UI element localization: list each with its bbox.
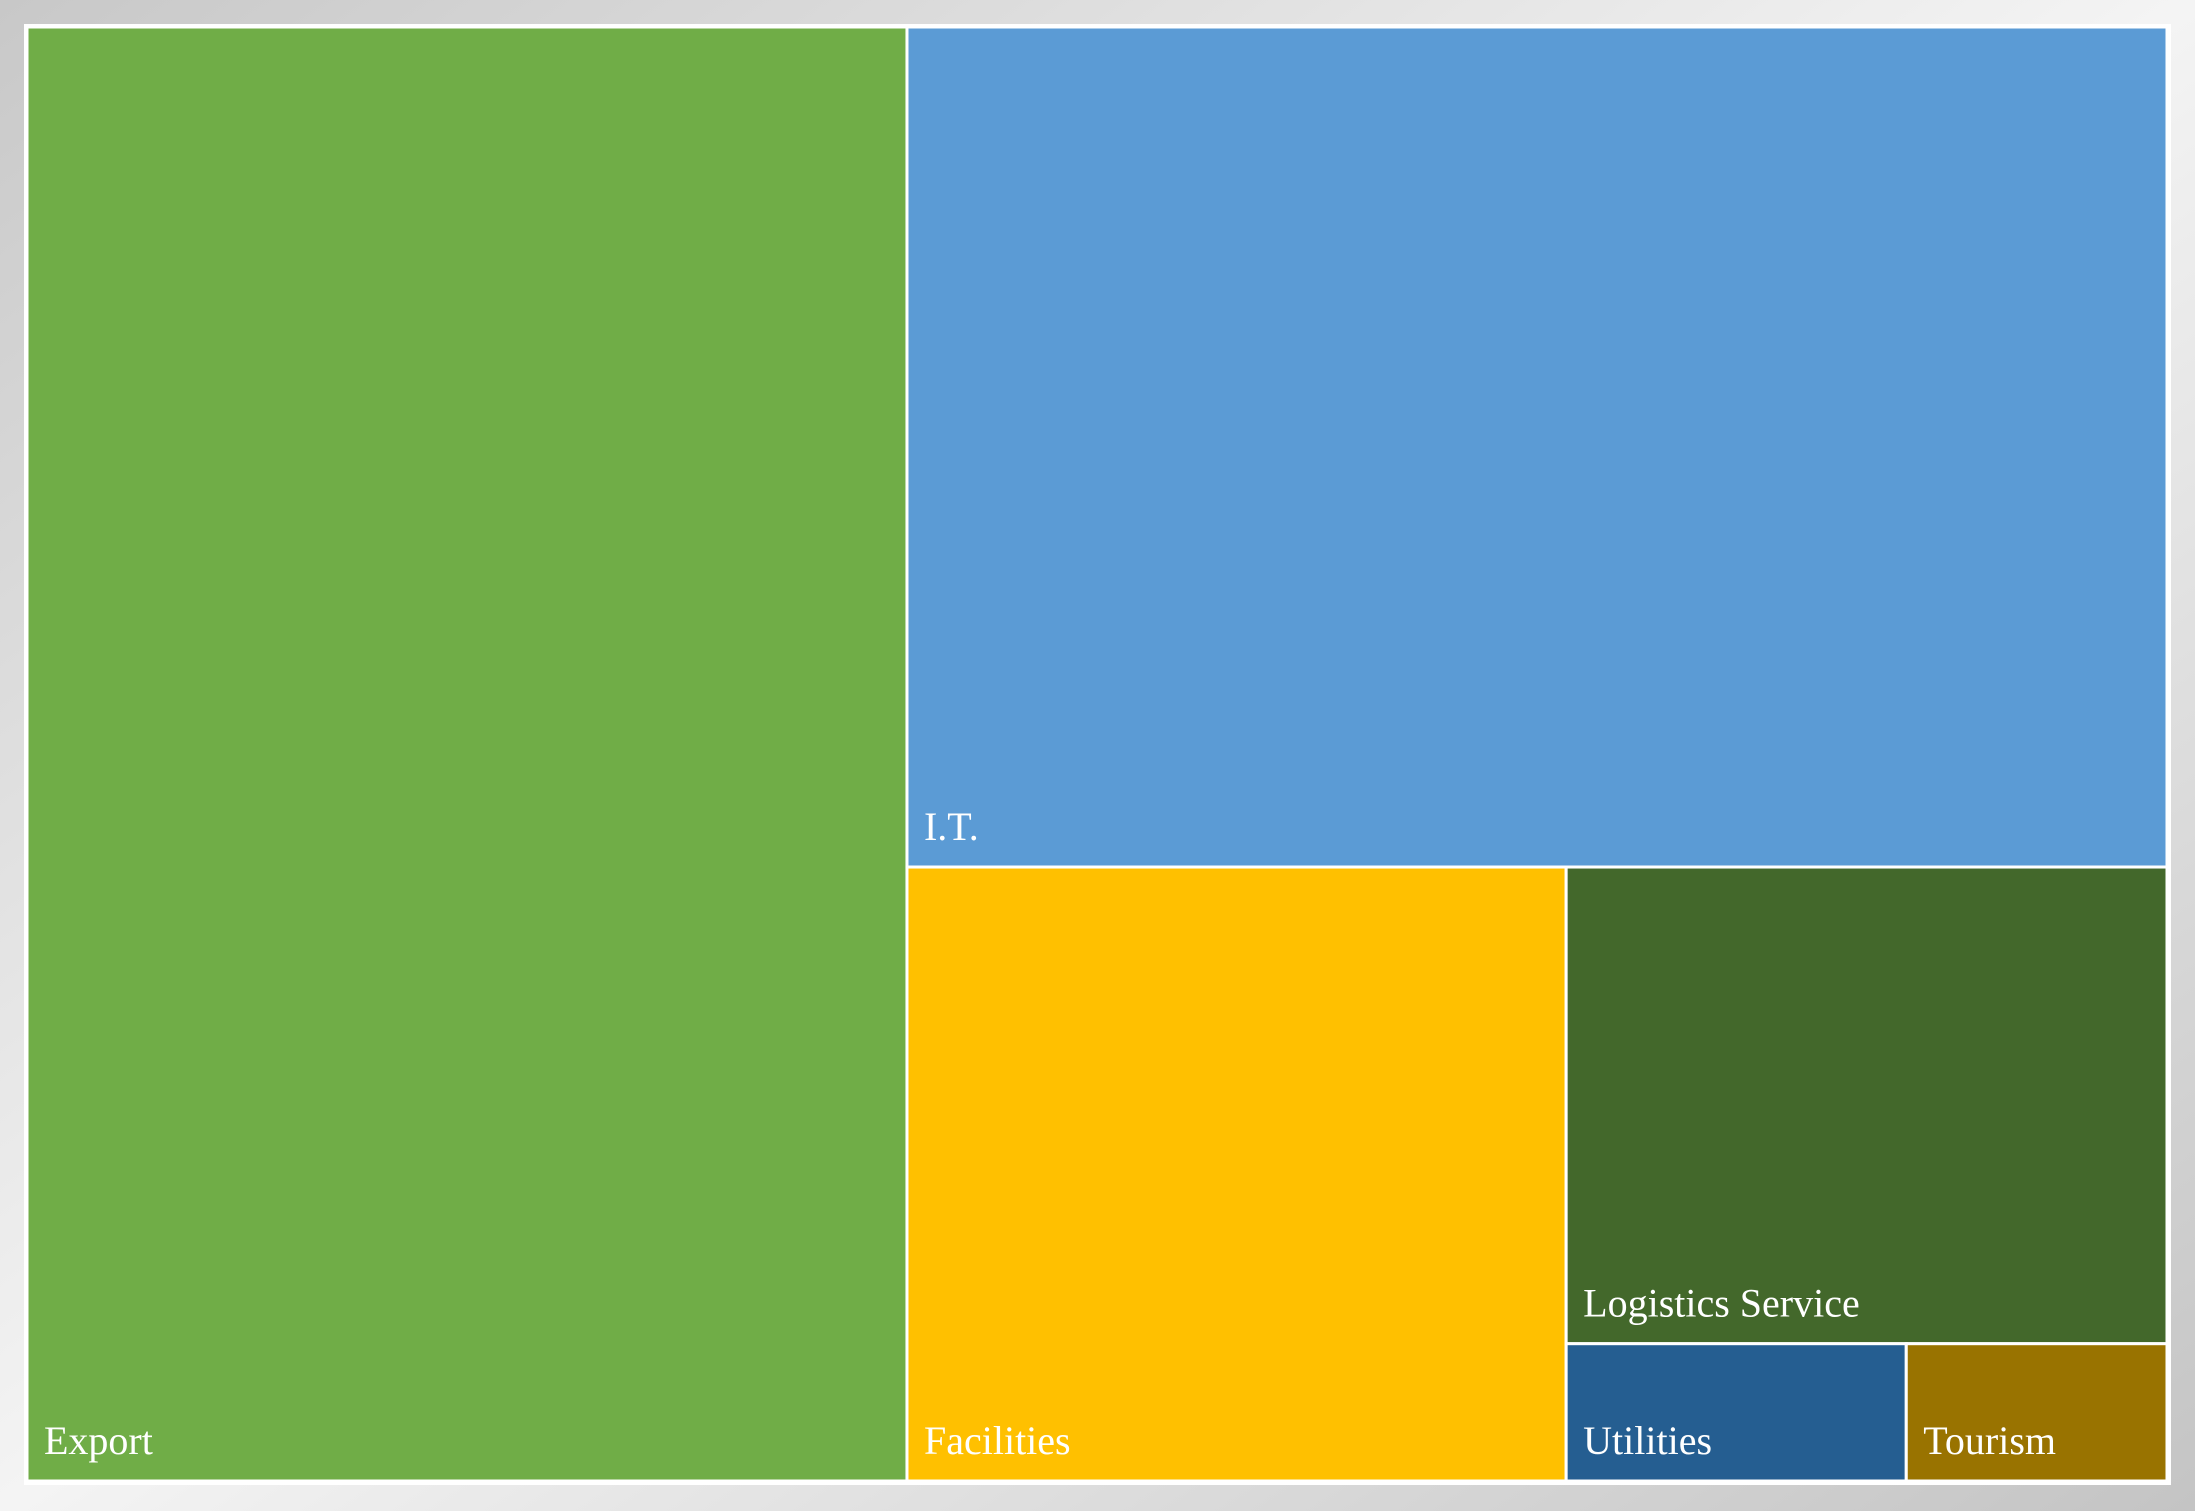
cell-label: Facilities (924, 1418, 1071, 1463)
cell-label: I.T. (924, 804, 979, 849)
cell-label: Logistics Service (1583, 1281, 1860, 1326)
cell-label: Tourism (1923, 1418, 2056, 1463)
treemap-cell (1904, 1342, 2169, 1483)
treemap-cell (905, 25, 2169, 869)
treemap: Export I.T. Facilities Logistics Service Uti… (25, 25, 2169, 1483)
treemap-cell (25, 25, 909, 1483)
cell-label: Utilities (1583, 1418, 1712, 1463)
treemap-cell (905, 865, 1568, 1483)
cell-label: Export (44, 1418, 153, 1463)
treemap-cell (1564, 865, 2169, 1346)
treemap-cell (1564, 1342, 1908, 1483)
